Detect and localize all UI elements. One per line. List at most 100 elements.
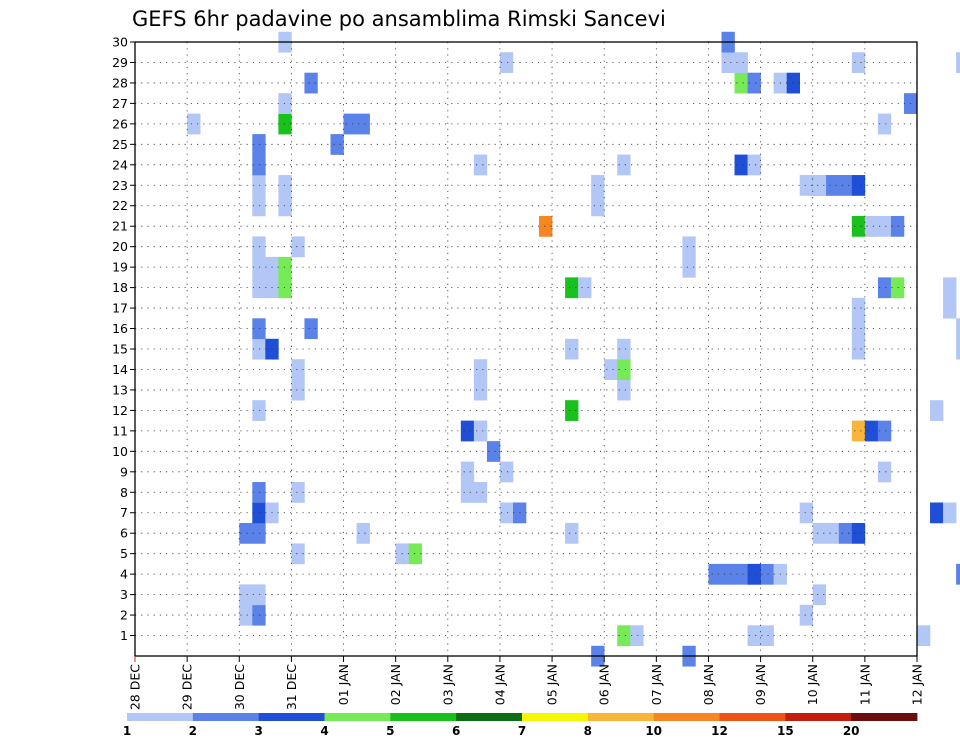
x-tick-label: 05 JAN: [545, 664, 560, 705]
y-tick-label: 12: [112, 403, 128, 418]
heatmap-cell: [877, 215, 892, 237]
heatmap-cell: [252, 195, 266, 217]
x-tick-label: 12 JAN: [910, 664, 925, 705]
colorbar-label: 8: [584, 724, 592, 738]
y-tick-label: 29: [112, 55, 128, 70]
y-tick-label: 25: [112, 137, 128, 152]
heatmap-cell: [747, 563, 761, 585]
heatmap-cell: [760, 563, 774, 585]
heatmap-cell: [708, 563, 722, 585]
heatmap-cell: [851, 420, 866, 442]
y-tick-label: 24: [112, 157, 128, 172]
heatmap-cell: [617, 379, 631, 401]
heatmap-cell: [851, 297, 866, 319]
colorbar-swatch: [587, 713, 655, 721]
y-tick-label: 30: [112, 35, 128, 50]
heatmap-cell: [825, 175, 840, 196]
heatmap-cell: [734, 154, 748, 176]
y-tick-label: 21: [112, 219, 128, 234]
heatmap-cell: [473, 379, 488, 401]
y-tick-label: 11: [112, 423, 128, 438]
heatmap-cell: [278, 175, 292, 196]
heatmap-cell: [252, 154, 266, 176]
x-tick-label: 06 JAN: [597, 664, 612, 705]
heatmap-cell: [252, 522, 266, 544]
x-tick-label: 04 JAN: [492, 664, 507, 705]
heatmap-cell: [278, 256, 292, 278]
heatmap-cell: [956, 563, 960, 585]
heatmap-cell: [291, 236, 305, 258]
y-tick-label: 14: [112, 362, 128, 377]
heatmap-cell: [838, 175, 853, 196]
y-tick-label: 17: [112, 301, 128, 316]
colorbar-swatch: [324, 713, 391, 721]
heatmap-cell: [851, 52, 866, 73]
heatmap-cell: [565, 522, 579, 544]
heatmap-cell: [617, 359, 631, 380]
y-tick-label: 9: [120, 464, 128, 479]
y-tick-label: 2: [120, 608, 128, 623]
heatmap-cell: [499, 502, 514, 524]
colorbar-label: 15: [777, 724, 794, 738]
y-tick-label: 27: [112, 96, 128, 111]
colorbar-label: 5: [386, 724, 394, 738]
heatmap-cell: [239, 522, 253, 544]
heatmap-cell: [252, 400, 266, 421]
y-tick-label: 1: [120, 628, 128, 643]
y-tick-label: 19: [112, 260, 128, 275]
heatmap-cell: [591, 175, 605, 196]
x-tick-label: 09 JAN: [753, 664, 768, 705]
y-tick-label: 18: [112, 280, 128, 295]
heatmap-cell: [239, 584, 253, 606]
y-tick-label: 4: [120, 567, 128, 582]
heatmap-cell: [734, 52, 748, 73]
y-tick-label: 6: [120, 526, 128, 541]
heatmap-cell: [617, 338, 631, 360]
y-tick-label: 5: [120, 546, 128, 561]
heatmap-cell: [747, 72, 761, 94]
heatmap-cell: [187, 113, 201, 135]
heatmap-cell: [930, 502, 944, 524]
heatmap-cell: [330, 134, 344, 155]
heatmap-cell: [617, 625, 631, 647]
heatmap-cell: [943, 277, 957, 299]
heatmap-cell: [734, 72, 748, 94]
heatmap-cell: [890, 215, 905, 237]
heatmap-cell: [291, 482, 305, 503]
heatmap-cell: [539, 215, 553, 237]
colorbar-swatch: [258, 713, 325, 721]
colorbar-swatch: [192, 713, 260, 721]
heatmap-cell: [252, 277, 266, 299]
heatmap-cell: [799, 502, 814, 524]
heatmap-cell: [956, 52, 960, 73]
heatmap-cell: [565, 400, 579, 421]
heatmap-cell: [460, 420, 475, 442]
heatmap-cell: [812, 584, 827, 606]
heatmap-cell: [877, 277, 892, 299]
grid-lines: [135, 41, 917, 656]
heatmap-cell: [851, 318, 866, 340]
heatmap-cell: [747, 625, 761, 647]
heatmap-cell: [851, 522, 866, 544]
heatmap-cell: [252, 502, 266, 524]
colorbar-swatch: [390, 713, 457, 721]
colorbar-swatch: [785, 713, 852, 721]
heatmap-cell: [278, 195, 292, 217]
heatmap-cell: [734, 563, 748, 585]
heatmap-cell: [617, 154, 631, 176]
colorbar-label: 20: [843, 724, 860, 738]
y-tick-label: 28: [112, 75, 128, 90]
y-tick-label: 16: [112, 321, 128, 336]
heatmap-cell: [291, 379, 305, 401]
heatmap-cell: [930, 400, 944, 421]
colorbar-label: 10: [645, 724, 662, 738]
x-tick-label: 02 JAN: [388, 664, 403, 705]
colorbar-label: 3: [254, 724, 262, 738]
heatmap-cell: [877, 420, 892, 442]
x-tick-label: 01 JAN: [336, 664, 351, 705]
heatmap-cell: [304, 72, 318, 94]
heatmap-cell: [460, 482, 475, 503]
x-tick-label: 10 JAN: [805, 664, 820, 705]
y-tick-label: 22: [112, 198, 128, 213]
colorbar-swatch: [719, 713, 786, 721]
